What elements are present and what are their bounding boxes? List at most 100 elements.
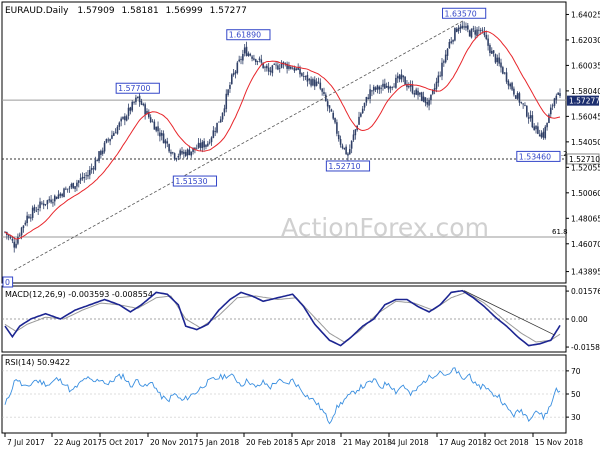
- candle-body: [238, 59, 240, 62]
- price-level-box: [115, 82, 160, 94]
- candle-body: [7, 235, 10, 237]
- candle-body: [409, 84, 412, 87]
- candle-body: [369, 89, 371, 99]
- candle-body: [426, 102, 429, 105]
- candle-body: [406, 83, 408, 88]
- candle-body: [188, 149, 191, 155]
- candle-body: [68, 187, 71, 189]
- candle-body: [107, 139, 110, 141]
- candle-body: [162, 133, 165, 144]
- candle-body: [492, 50, 495, 54]
- candle-body: [207, 143, 209, 146]
- candle-body: [181, 150, 183, 154]
- candle-body: [267, 67, 270, 72]
- candle-body: [317, 81, 320, 83]
- candle-body: [85, 175, 87, 177]
- candle-body: [271, 65, 274, 74]
- candle-body: [199, 143, 202, 148]
- candle-body: [70, 183, 73, 188]
- candle-body: [483, 30, 486, 36]
- candle-body: [103, 142, 106, 152]
- candle-body: [171, 152, 174, 154]
- candle-body: [278, 67, 281, 69]
- price-level-label: 1.57700: [118, 84, 150, 93]
- candle-body: [79, 178, 82, 181]
- candle-body: [553, 98, 556, 106]
- candle-body: [306, 74, 309, 82]
- xtick-label: 15 Nov 2018: [535, 438, 583, 447]
- candle-body: [201, 141, 204, 149]
- candle-body: [360, 113, 362, 117]
- candle-body: [286, 63, 288, 69]
- candle-body: [339, 139, 342, 145]
- candle-body: [173, 153, 176, 160]
- candle-body: [72, 183, 75, 189]
- candle-body: [140, 101, 143, 105]
- price-level-label: 0: [5, 278, 10, 287]
- candle-body: [404, 76, 406, 85]
- candle-body: [138, 95, 141, 103]
- candle-body: [481, 29, 484, 31]
- candle-body: [387, 85, 390, 90]
- price-level-box: [2, 276, 14, 288]
- candle-body: [232, 73, 235, 75]
- candle-body: [350, 140, 353, 149]
- rsi-title: RSI(14) 50.9422: [5, 358, 70, 367]
- candle-body: [301, 73, 303, 76]
- candle-body: [151, 121, 154, 123]
- candle-body: [234, 71, 237, 74]
- candle-body: [533, 126, 535, 131]
- candle-body: [544, 126, 547, 139]
- candle-body: [66, 188, 69, 190]
- candle-body: [253, 58, 255, 60]
- candle-body: [490, 50, 493, 54]
- candle-body: [61, 194, 63, 197]
- candle-body: [520, 102, 523, 104]
- candle-body: [9, 237, 12, 239]
- candle-body: [264, 66, 266, 68]
- candle-body: [345, 146, 347, 155]
- candle-body: [63, 188, 65, 198]
- candle-body: [280, 63, 283, 68]
- candle-body: [336, 122, 338, 134]
- candle-body: [195, 148, 198, 150]
- candle-body: [372, 86, 375, 91]
- price-level-box: [516, 150, 561, 162]
- candle-body: [524, 105, 526, 106]
- price-panel: [1, 1, 567, 284]
- candle-body: [247, 53, 250, 57]
- xtick-label: 21 May 2018: [343, 438, 392, 447]
- candle-body: [55, 196, 58, 200]
- candle-body: [83, 177, 86, 179]
- candle-body: [284, 63, 287, 65]
- candle-body: [328, 105, 331, 109]
- candle-body: [116, 126, 119, 134]
- candle-body: [197, 142, 200, 148]
- candle-body: [389, 86, 392, 89]
- candle-body: [289, 66, 292, 69]
- candle-body: [236, 62, 239, 73]
- price-ytick-label: 1.56045: [571, 112, 600, 121]
- candle-body: [319, 82, 322, 89]
- candle-body: [411, 84, 414, 94]
- price-ytick-label: 1.48065: [571, 214, 600, 223]
- candle-body: [385, 86, 388, 88]
- candle-body: [513, 88, 515, 95]
- xtick-label: 17 Aug 2018: [439, 438, 487, 447]
- rsi-line: [4, 367, 561, 425]
- candle-body: [548, 114, 550, 123]
- candle-body: [131, 101, 134, 111]
- candle-body: [334, 117, 336, 123]
- price-level-label: 1.53460: [519, 152, 551, 161]
- candle-body: [444, 54, 447, 63]
- candle-body: [129, 107, 132, 111]
- candle-body: [433, 88, 436, 91]
- candle-body: [190, 151, 193, 156]
- candle-body: [266, 65, 268, 69]
- price-level-label: 1.52710: [328, 162, 360, 171]
- candle-body: [98, 151, 100, 162]
- candle-body: [260, 59, 263, 63]
- candle-body: [323, 91, 325, 94]
- candle-body: [478, 29, 480, 31]
- candle-body: [487, 38, 489, 46]
